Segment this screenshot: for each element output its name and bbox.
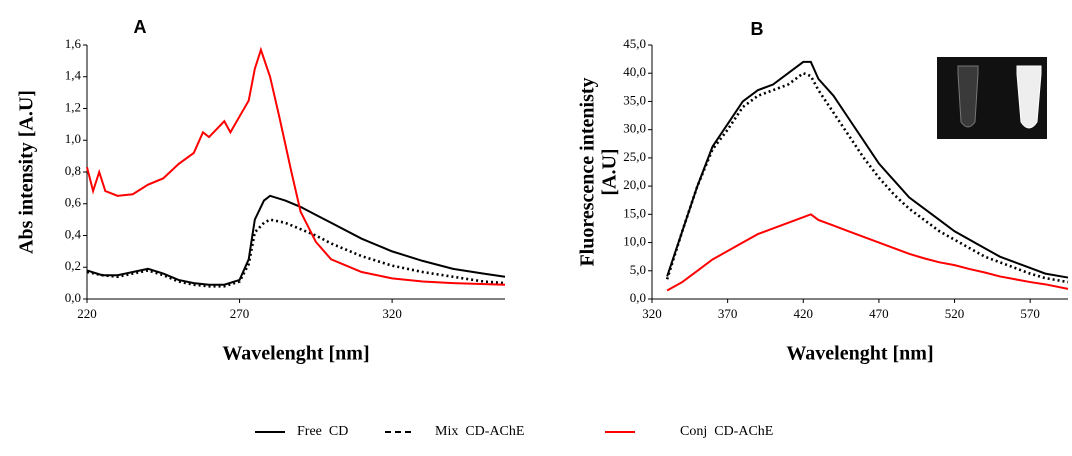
x-tick-label: 420 (794, 306, 814, 321)
data-line (86, 46, 506, 286)
y-tick-label: 1,6 (65, 36, 82, 51)
x-tick-label: 520 (945, 306, 965, 321)
x-tick-label: 370 (718, 306, 738, 321)
legend-label: Free CD (297, 424, 348, 439)
y-tick-label: 0,0 (65, 290, 81, 305)
inset-photo (937, 57, 1047, 139)
x-tick-label: 270 (230, 306, 250, 321)
x-axis-title: Wavelenght [nm] (222, 343, 369, 365)
y-tick-label: 1,0 (65, 131, 81, 146)
y-tick-label: 35,0 (623, 92, 646, 107)
y-tick-label: 5,0 (630, 262, 646, 277)
legend-label: Mix CD-AChE (435, 424, 524, 439)
y-axis-title: Fluorescence intenisty (577, 77, 599, 266)
y-tick-label: 1,4 (65, 68, 82, 83)
data-line (86, 218, 506, 288)
y-axis-title: Abs intensity [A.U] (16, 90, 38, 254)
x-tick-label: 470 (869, 306, 889, 321)
y-tick-label: 30,0 (623, 121, 646, 136)
y-tick-label: 0,2 (65, 258, 81, 273)
data-line (666, 60, 1069, 279)
y-tick-label: 15,0 (623, 205, 646, 220)
tube-dark (957, 65, 979, 128)
panel-label: A (134, 17, 147, 37)
x-tick-label: 320 (642, 306, 662, 321)
y-tick-label: 40,0 (623, 64, 646, 79)
data-line (665, 71, 1069, 284)
y-tick-label: 0,8 (65, 163, 81, 178)
x-axis-title: Wavelenght [nm] (786, 343, 933, 365)
y-tick-label: 0,6 (65, 195, 82, 210)
y-tick-label: 20,0 (623, 177, 646, 192)
y-axis-title: [A.U] (599, 148, 621, 195)
y-tick-label: 1,2 (65, 99, 81, 114)
y-tick-label: 25,0 (623, 149, 646, 164)
data-line (86, 194, 506, 286)
y-tick-label: 45,0 (623, 36, 646, 51)
y-tick-label: 10,0 (623, 234, 646, 249)
tube-bright (1016, 65, 1042, 129)
legend-label: Conj CD-AChE (680, 424, 773, 439)
panel-label: B (751, 19, 764, 39)
y-tick-label: 0,4 (65, 226, 82, 241)
x-tick-label: 570 (1020, 306, 1040, 321)
x-tick-label: 220 (77, 306, 97, 321)
x-tick-label: 320 (382, 306, 402, 321)
y-tick-label: 0,0 (630, 290, 646, 305)
data-line (666, 213, 1069, 292)
